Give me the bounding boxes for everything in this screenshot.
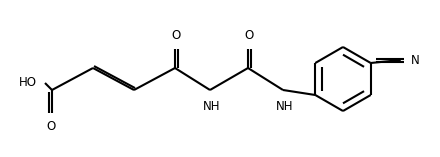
Text: NH: NH [203,100,221,113]
Text: NH: NH [276,100,294,113]
Text: O: O [244,29,253,42]
Text: HO: HO [19,76,37,89]
Text: N: N [411,54,419,67]
Text: O: O [46,120,55,133]
Text: O: O [171,29,181,42]
